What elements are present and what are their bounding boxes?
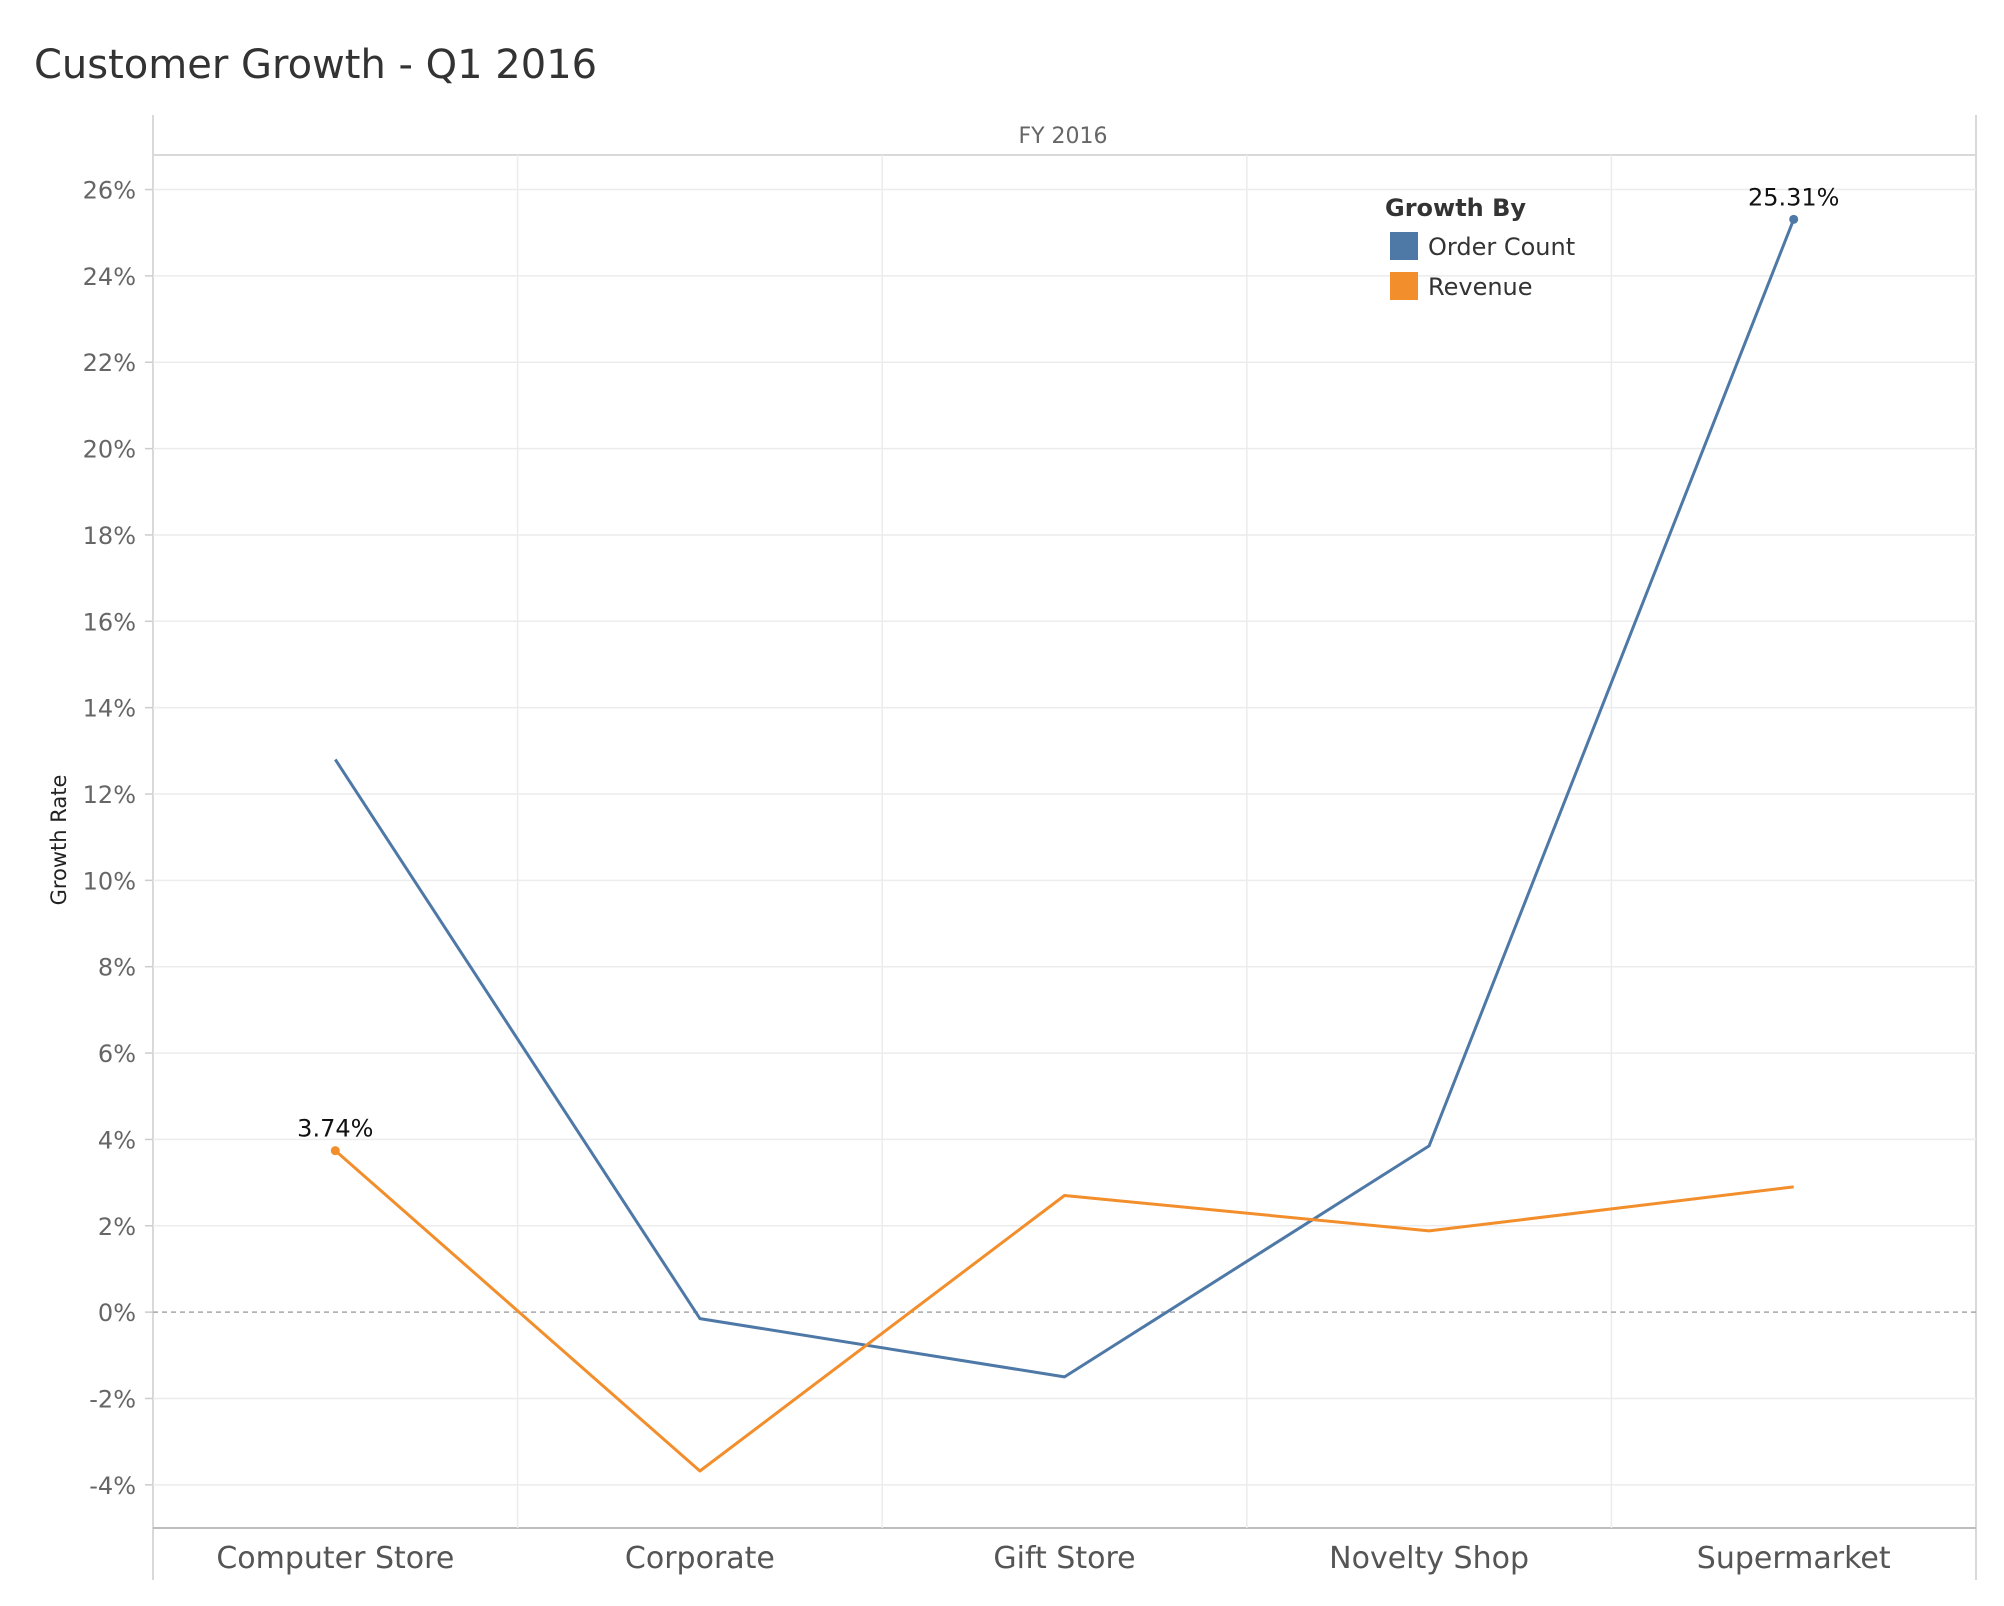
y-tick-label: 16% — [83, 608, 136, 636]
y-tick-label: 4% — [98, 1126, 136, 1154]
y-tick-label: 18% — [83, 522, 136, 550]
y-tick-label: 0% — [98, 1299, 136, 1327]
y-axis-label: Growth Rate — [47, 775, 71, 906]
y-tick-label: 12% — [83, 781, 136, 809]
data-label: 25.31% — [1748, 183, 1840, 211]
y-tick-label: 6% — [98, 1040, 136, 1068]
data-point-marker — [1789, 214, 1799, 224]
y-tick-label: -2% — [89, 1385, 136, 1413]
y-tick-label: 22% — [83, 349, 136, 377]
y-tick-label: 20% — [83, 436, 136, 464]
x-axis-ticks: Computer Store Corporate Gift Store Novelty… — [216, 1541, 1891, 1576]
legend-entries: Order Count Revenue — [1390, 232, 1575, 301]
x-tick-label: Gift Store — [993, 1541, 1135, 1576]
y-tick-label: 24% — [83, 263, 136, 291]
chart-title: Customer Growth - Q1 2016 — [34, 42, 597, 88]
data-labels: 25.31% 3.74% — [297, 183, 1840, 1156]
series-lines — [334, 218, 1796, 1473]
legend-label: Revenue — [1428, 273, 1533, 301]
legend-swatch — [1390, 232, 1418, 260]
y-tick-label: 8% — [98, 954, 136, 982]
x-tick-label: Corporate — [625, 1541, 775, 1576]
series-line — [334, 218, 1796, 1379]
pane-frame — [152, 115, 1977, 1580]
data-label: 3.74% — [297, 1115, 373, 1143]
x-tick-label: Supermarket — [1697, 1541, 1891, 1576]
y-tick-label: 10% — [83, 867, 136, 895]
y-tick-label: 14% — [83, 695, 136, 723]
series-line — [334, 1149, 1794, 1473]
x-tick-label: Computer Store — [216, 1541, 454, 1576]
legend-title: Growth By — [1385, 194, 1526, 222]
data-point-marker — [330, 1146, 340, 1156]
legend-swatch — [1390, 272, 1418, 300]
legend-label: Order Count — [1428, 233, 1575, 261]
gridlines — [153, 155, 1976, 1528]
pane-header: FY 2016 — [1018, 124, 1107, 149]
y-tick-label: -4% — [89, 1472, 136, 1500]
y-tick-label: 26% — [83, 177, 136, 205]
y-axis-ticks: -4% -2% 0% 2% 4% 6% 8% 10% 12% 14% 16% 18% 20% 22% 24%… — [83, 177, 153, 1500]
legend: Growth By Order Count Revenue — [1385, 194, 1575, 301]
x-tick-label: Novelty Shop — [1329, 1541, 1529, 1576]
y-tick-label: 2% — [98, 1213, 136, 1241]
